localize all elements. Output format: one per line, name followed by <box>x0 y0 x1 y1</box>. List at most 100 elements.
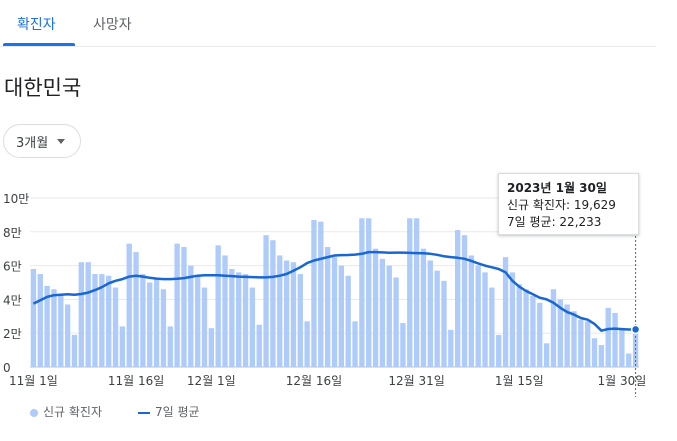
bar-dot-icon <box>30 408 38 417</box>
case-bar <box>454 230 461 367</box>
case-bar <box>201 287 208 367</box>
case-bar <box>311 219 317 367</box>
case-bar <box>598 345 605 367</box>
case-bar <box>283 260 290 367</box>
range-dropdown[interactable]: 3개월 <box>3 124 81 158</box>
case-bar <box>37 274 43 367</box>
case-bar <box>564 304 570 367</box>
case-bar <box>605 307 611 367</box>
case-bar <box>256 324 262 367</box>
case-bar <box>112 287 119 367</box>
case-bar <box>366 218 372 367</box>
case-bar <box>167 326 173 367</box>
case-bar <box>58 294 64 367</box>
x-tick-label: 12월 31일 <box>388 374 444 388</box>
case-bar <box>372 248 379 367</box>
case-bar <box>591 338 598 367</box>
case-bar <box>99 274 105 367</box>
case-bar <box>461 235 468 367</box>
case-bar <box>44 285 50 367</box>
case-bar <box>133 252 139 367</box>
case-bar <box>420 248 427 367</box>
case-bar <box>92 274 98 367</box>
case-bar <box>530 296 536 367</box>
case-bar <box>304 321 310 367</box>
region-title: 대한민국 <box>4 76 82 100</box>
x-tick-label: 11월 16일 <box>108 374 164 388</box>
case-bar <box>208 328 215 367</box>
legend-average: 7일 평균 <box>138 403 200 420</box>
chart-y-axis: 0 2만 4만 6만 8만 10만 <box>3 192 29 375</box>
case-bar <box>393 277 399 367</box>
case-bar <box>263 235 269 367</box>
case-bar <box>482 272 488 367</box>
case-bar <box>64 304 71 367</box>
case-bar <box>441 280 447 367</box>
y-tick-label: 10만 <box>3 192 29 206</box>
tab-deaths[interactable]: 사망자 <box>93 17 132 33</box>
case-bar <box>119 326 126 367</box>
case-bar <box>578 319 584 367</box>
x-tick-label: 12월 1일 <box>187 374 236 388</box>
tooltip-date: 2023년 1월 30일 <box>507 181 607 195</box>
case-bar <box>30 268 37 367</box>
case-bar <box>236 272 242 367</box>
case-bar <box>331 257 338 367</box>
case-bar <box>468 255 475 367</box>
case-bar <box>106 275 112 367</box>
legend-average-label: 7일 평균 <box>155 405 200 419</box>
tooltip-average: 7일 평균: 22,233 <box>507 215 602 229</box>
case-bar <box>140 274 146 367</box>
case-bar <box>619 328 625 367</box>
case-bar <box>324 247 331 367</box>
case-bar <box>297 274 303 367</box>
case-bar <box>147 282 153 367</box>
case-bar <box>126 243 132 367</box>
case-bar <box>626 353 632 367</box>
x-tick-label: 11월 1일 <box>9 374 58 388</box>
case-bar <box>379 258 386 367</box>
case-bar <box>249 287 256 367</box>
case-bar <box>448 329 454 367</box>
case-bar <box>509 272 516 367</box>
case-bar <box>537 302 543 367</box>
case-bar <box>489 287 495 367</box>
legend-cases: 신규 확진자 <box>30 403 102 420</box>
case-bar <box>181 247 187 367</box>
active-tab-indicator <box>3 43 75 46</box>
chart-average-line <box>32 250 636 332</box>
chart-x-axis: 11월 1일 11월 16일 12월 1일 12월 16일 12월 31일 1월 15일 1… <box>9 374 646 388</box>
case-bar <box>496 334 502 367</box>
case-bar <box>160 289 167 367</box>
legend-cases-label: 신규 확진자 <box>43 405 103 419</box>
case-bar <box>400 323 406 367</box>
case-bar <box>222 255 228 367</box>
tooltip-cases: 신규 확진자: 19,629 <box>507 198 616 212</box>
case-bar <box>612 312 618 367</box>
case-bar <box>523 289 529 367</box>
y-tick-label: 4만 <box>3 293 22 307</box>
y-tick-label: 2만 <box>3 327 22 341</box>
average-line <box>32 250 636 332</box>
case-bar <box>215 245 221 367</box>
case-bar <box>194 275 201 367</box>
case-bar <box>290 262 297 367</box>
case-bar <box>359 218 365 367</box>
case-bar <box>338 265 345 367</box>
case-bar <box>557 299 563 367</box>
case-bar <box>632 333 639 367</box>
case-bar <box>71 334 78 367</box>
case-bar <box>543 343 550 367</box>
case-bar <box>427 260 433 367</box>
case-bar <box>188 265 194 367</box>
y-tick-label: 0 <box>3 361 11 375</box>
chart-tooltip: 2023년 1월 30일 신규 확진자: 19,629 7일 평균: 22,23… <box>498 173 639 235</box>
case-bar <box>51 289 57 367</box>
x-tick-label: 12월 16일 <box>286 374 342 388</box>
case-bar <box>352 321 358 367</box>
tab-cases[interactable]: 확진자 <box>17 17 56 33</box>
case-bar <box>229 268 235 367</box>
case-bar <box>174 243 180 367</box>
case-bar <box>345 275 351 367</box>
